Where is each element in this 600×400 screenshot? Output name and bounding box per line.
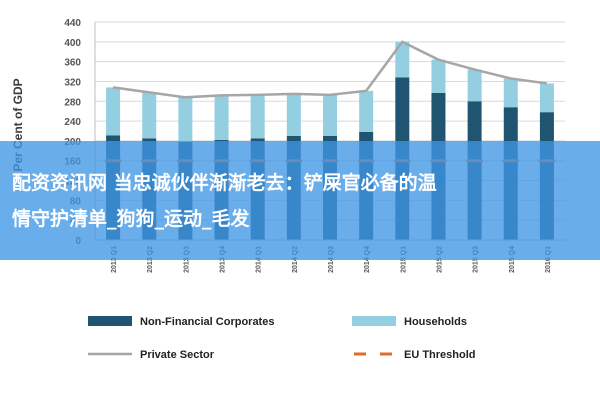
y-tick-label: 280 (64, 97, 81, 108)
y-tick-label: 400 (64, 38, 81, 49)
bar-households (395, 41, 410, 78)
y-tick-label: 240 (64, 117, 81, 128)
bar-households (286, 93, 301, 136)
bar-households (431, 59, 446, 93)
bar-households (214, 95, 229, 140)
bar-households (539, 83, 554, 113)
watermark-text: 配资资讯网 当忠诚伙伴渐渐老去：铲屎官必备的温 情守护清单_狗狗_运动_毛发 (12, 165, 592, 237)
bar-households (467, 69, 482, 102)
legend-label-private-sector: Private Sector (140, 349, 215, 361)
bar-households (178, 97, 193, 142)
watermark-banner (0, 141, 600, 260)
bar-households (142, 92, 157, 139)
legend-swatch-non-financial-corporates (88, 316, 132, 326)
bar-households (250, 94, 265, 139)
bar-households (359, 90, 374, 132)
private-sector-line-group (112, 40, 548, 99)
bar-households (323, 94, 337, 136)
bar-households (106, 87, 121, 136)
private-sector-line (112, 40, 548, 99)
watermark-line-1: 配资资讯网 当忠诚伙伴渐渐老去：铲屎官必备的温 (12, 172, 437, 194)
legend-label-non-financial-corporates: Non-Financial Corporates (140, 316, 274, 328)
bar-households (503, 78, 518, 108)
y-tick-label: 440 (64, 18, 81, 29)
legend-label-households: Households (404, 316, 467, 328)
legend-label-eu-threshold: EU Threshold (404, 349, 476, 361)
watermark-line-2: 情守护清单_狗狗_运动_毛发 (12, 208, 250, 230)
y-tick-label: 320 (64, 77, 81, 88)
legend: Non-Financial Corporates Households Privat… (88, 316, 476, 361)
legend-swatch-households (352, 316, 396, 326)
y-tick-label: 360 (64, 58, 81, 69)
